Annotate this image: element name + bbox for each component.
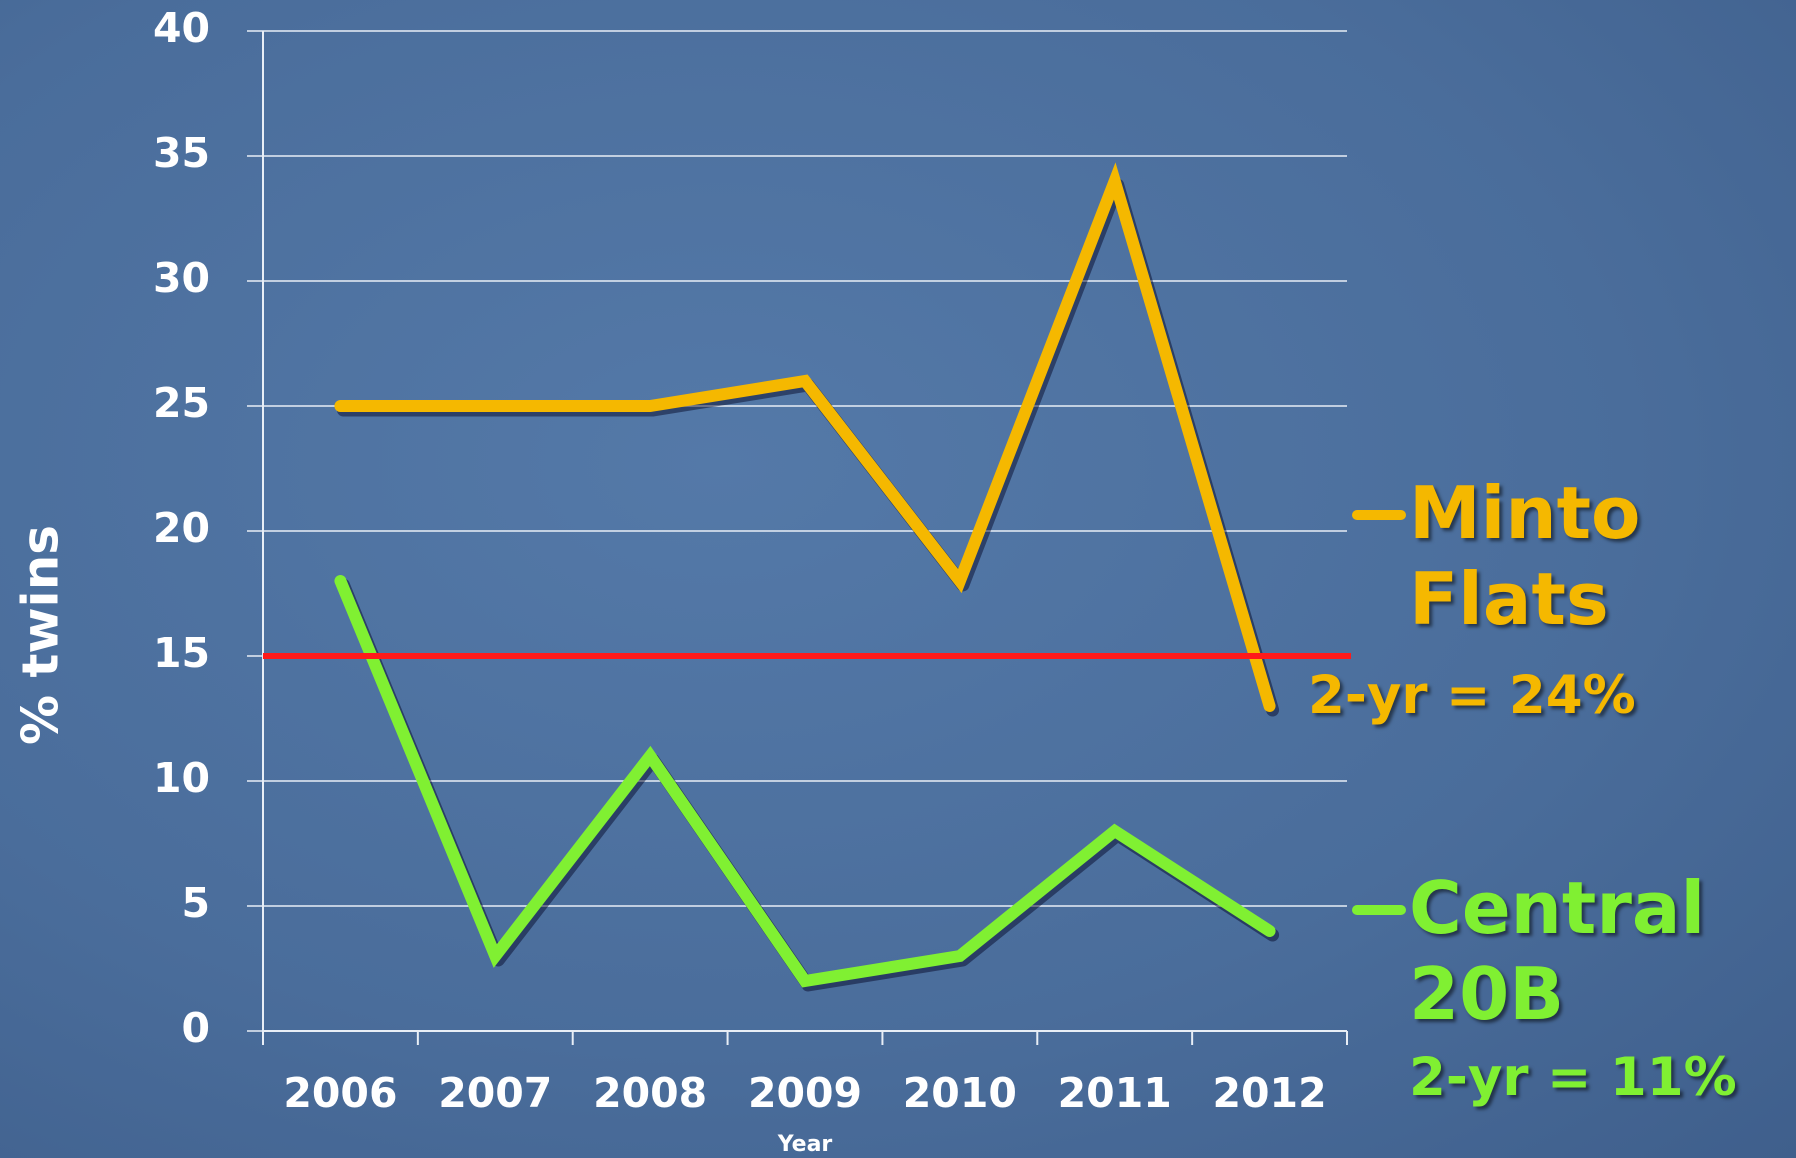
- y-axis-label: % twins: [12, 525, 70, 745]
- y-tick-label: 30: [153, 254, 210, 302]
- x-tick-label: 2008: [593, 1069, 707, 1117]
- x-tick-label: 2009: [748, 1069, 862, 1117]
- series-line: [334, 575, 1276, 988]
- x-tick-label: 2011: [1058, 1069, 1172, 1117]
- legend-label: Minto Flats: [1409, 471, 1641, 641]
- series-line: [334, 162, 1276, 712]
- y-tick-label: 0: [181, 1004, 210, 1052]
- x-tick-label: 2012: [1213, 1069, 1327, 1117]
- x-axis-label: Year: [777, 1132, 833, 1157]
- y-tick-label: 20: [153, 504, 210, 552]
- y-tick-label: 10: [153, 754, 210, 802]
- x-tick-label: 2010: [903, 1069, 1017, 1117]
- x-tick-label: 2007: [438, 1069, 552, 1117]
- legend-label: Central 20B: [1409, 866, 1706, 1036]
- legend-swatch: [1352, 905, 1406, 915]
- y-tick-label: 5: [181, 879, 210, 927]
- y-tick-label: 15: [153, 629, 210, 677]
- annotation: 2-yr = 24%: [1308, 665, 1636, 726]
- x-tick-label: 2006: [283, 1069, 397, 1117]
- y-tick-label: 40: [153, 4, 210, 52]
- y-tick-label: 25: [153, 379, 210, 427]
- annotation: 2-yr = 11%: [1409, 1047, 1737, 1108]
- y-tick-label: 35: [153, 129, 210, 177]
- legend-swatch: [1352, 510, 1406, 520]
